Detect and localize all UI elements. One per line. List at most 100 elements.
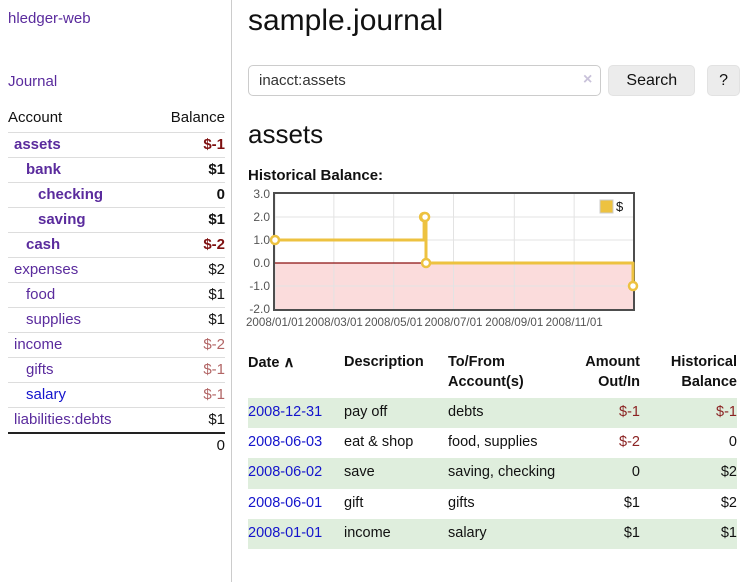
account-link[interactable]: supplies (26, 311, 82, 328)
account-link[interactable]: cash (26, 236, 61, 253)
svg-text:2008/03/01: 2008/03/01 (305, 316, 363, 329)
register-table-body: 2008-12-31 pay off debts $-1 $-1 2008-06-03 ea… (248, 398, 737, 549)
transaction-description: pay off (344, 404, 388, 421)
account-row: cash $-2 (8, 232, 225, 258)
transaction-date-link[interactable]: 2008-06-03 (248, 434, 323, 451)
account-row: gifts $-1 (8, 357, 225, 383)
transaction-row: 2008-06-01 gift gifts $1 $2 (248, 489, 737, 519)
account-balance: $-1 (150, 132, 225, 158)
accounts-table: Account Balance assets $-1 bank $1 checking 0… (8, 107, 225, 458)
transaction-amount: $-2 (619, 434, 640, 451)
account-balance: $-2 (150, 232, 225, 258)
svg-text:-1.0: -1.0 (249, 279, 270, 293)
transaction-description: save (344, 464, 375, 481)
accounts-total-row: 0 (8, 432, 225, 458)
transaction-amount: 0 (631, 464, 640, 481)
sort-asc-icon: ∧ (283, 354, 295, 371)
account-link[interactable]: salary (26, 386, 67, 403)
transaction-accounts: debts (448, 404, 484, 421)
accounts-total: 0 (150, 432, 225, 458)
account-link[interactable]: liabilities:debts (14, 411, 112, 428)
transaction-row: 2008-12-31 pay off debts $-1 $-1 (248, 398, 737, 429)
transaction-description: income (344, 524, 391, 541)
account-balance: $1 (150, 282, 225, 308)
transaction-row: 2008-01-01 income salary $1 $1 (248, 518, 737, 549)
svg-text:2008/11/01: 2008/11/01 (546, 316, 603, 329)
transaction-balance: $2 (720, 494, 737, 511)
transaction-row: 2008-06-02 save saving, checking 0 $2 (248, 458, 737, 489)
register-col-accounts: To/From Account(s) (448, 354, 524, 390)
account-balance: $1 (150, 157, 225, 183)
transaction-description: eat & shop (344, 434, 414, 451)
account-row: liabilities:debts $1 (8, 407, 225, 433)
historical-balance-chart: $3.0 2.0 1.0 0.0 -1.0 -2.0 2008/01/01 2008/03/0… (245, 187, 740, 336)
search-box: × (248, 65, 602, 96)
accounts-table-body: assets $-1 bank $1 checking 0 saving $1 cash $-2 e… (8, 132, 225, 458)
search-form: × Search ? (248, 65, 740, 96)
account-link[interactable]: saving (38, 211, 86, 228)
account-row: income $-2 (8, 332, 225, 358)
account-link[interactable]: bank (26, 161, 62, 178)
main-content: sample.journal × Search ? assets Histori… (245, 0, 740, 549)
register-col-balance: Historical Balance (670, 354, 737, 390)
account-row: saving $1 (8, 207, 225, 233)
account-balance: $2 (150, 257, 225, 283)
transaction-balance: $2 (720, 464, 737, 481)
svg-text:-2.0: -2.0 (249, 302, 270, 316)
account-link[interactable]: assets (14, 136, 61, 153)
svg-text:1.0: 1.0 (253, 233, 270, 247)
transaction-amount: $-1 (619, 404, 640, 421)
account-balance: $1 (150, 307, 225, 333)
accounts-col-account: Account (8, 109, 63, 126)
transaction-date-link[interactable]: 2008-06-01 (248, 494, 323, 511)
account-balance: $-1 (150, 382, 225, 408)
account-row: supplies $1 (8, 307, 225, 333)
account-balance: $1 (150, 207, 225, 233)
account-row: salary $-1 (8, 382, 225, 408)
account-link[interactable]: expenses (14, 261, 79, 278)
account-balance: 0 (150, 182, 225, 208)
sidebar: hledger-web Journal Account Balance asse… (0, 0, 232, 582)
account-heading: assets (248, 119, 324, 149)
account-balance: $-1 (150, 357, 225, 383)
account-row: food $1 (8, 282, 225, 308)
account-row: expenses $2 (8, 257, 225, 283)
svg-text:3.0: 3.0 (253, 187, 270, 201)
account-link[interactable]: gifts (26, 361, 54, 378)
accounts-col-balance: Balance (170, 109, 225, 126)
account-link[interactable]: income (14, 336, 63, 353)
account-link[interactable]: checking (38, 186, 104, 203)
help-button[interactable]: ? (707, 65, 740, 96)
account-row: checking 0 (8, 182, 225, 208)
transaction-accounts: saving, checking (448, 464, 556, 481)
chart-legend-label: $ (616, 199, 624, 214)
svg-text:0.0: 0.0 (253, 256, 270, 270)
svg-text:2008/01/01: 2008/01/01 (246, 316, 304, 329)
account-row: assets $-1 (8, 132, 225, 158)
transaction-date-link[interactable]: 2008-01-01 (248, 524, 323, 541)
register-col-date[interactable]: Date ∧ (248, 354, 295, 371)
account-row: bank $1 (8, 157, 225, 183)
transaction-accounts: food, supplies (448, 434, 538, 451)
svg-text:2.0: 2.0 (253, 210, 270, 224)
transaction-date-link[interactable]: 2008-06-02 (248, 464, 323, 481)
svg-text:2008/05/01: 2008/05/01 (365, 316, 423, 329)
transaction-amount: $1 (623, 494, 640, 511)
register-col-amount: Amount Out/In (585, 354, 640, 390)
transaction-balance: 0 (728, 434, 737, 451)
transaction-balance: $-1 (716, 404, 737, 421)
search-input[interactable] (248, 65, 602, 96)
transaction-date-link[interactable]: 2008-12-31 (248, 404, 323, 421)
transaction-amount: $1 (623, 524, 640, 541)
transaction-accounts: salary (448, 524, 487, 541)
transaction-row: 2008-06-03 eat & shop food, supplies $-2 0 (248, 428, 737, 458)
transaction-description: gift (344, 494, 364, 511)
account-link[interactable]: food (26, 286, 56, 303)
search-button[interactable]: Search (608, 65, 696, 96)
clear-search-icon[interactable]: × (583, 71, 593, 88)
svg-text:2008/09/01: 2008/09/01 (485, 316, 543, 329)
sidebar-item-journal[interactable]: Journal (8, 73, 58, 90)
transaction-balance: $1 (720, 524, 737, 541)
account-balance: $-2 (150, 332, 225, 358)
app-title-link[interactable]: hledger-web (8, 10, 91, 27)
